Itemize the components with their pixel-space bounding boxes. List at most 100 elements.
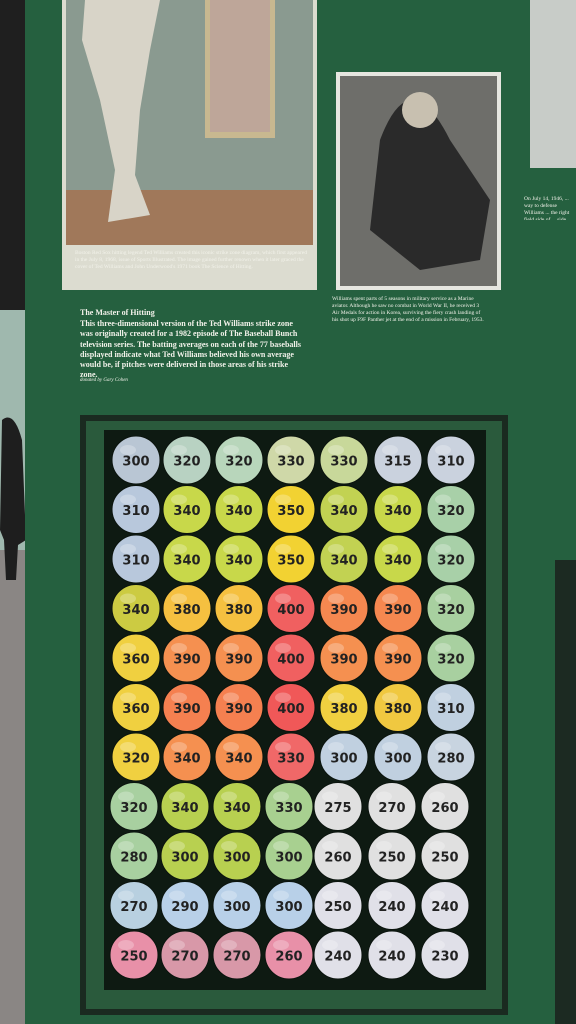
ball-shine <box>120 692 136 703</box>
ball-label: 400 <box>277 603 304 618</box>
ball-shine <box>120 544 136 554</box>
ball-shine <box>376 841 392 851</box>
baseball <box>426 633 476 683</box>
baseball <box>367 930 417 980</box>
ball-shine <box>118 940 134 950</box>
ball-label: 250 <box>378 851 405 866</box>
baseball <box>162 584 212 633</box>
ball-shine <box>435 544 451 554</box>
ball-label: 340 <box>330 504 357 519</box>
ball-shine <box>120 445 136 455</box>
ball-label: 340 <box>173 752 200 767</box>
baseball <box>109 881 159 930</box>
baseball <box>373 435 423 485</box>
ball-shine <box>275 544 291 554</box>
baseball <box>266 485 316 534</box>
ball-shine <box>275 445 291 455</box>
ball-label: 340 <box>384 504 411 519</box>
ball-shine <box>429 841 445 851</box>
baseball <box>111 633 161 683</box>
ball-shine <box>171 494 187 505</box>
ball-shine <box>275 593 291 604</box>
pilot-face <box>402 92 438 128</box>
baseball <box>266 534 316 584</box>
ball-shine <box>328 445 344 455</box>
baseball <box>266 683 316 732</box>
baseball <box>162 732 212 782</box>
infield-dirt <box>66 190 313 245</box>
ball-label: 330 <box>275 801 302 816</box>
ball-label: 390 <box>225 653 252 668</box>
ball-label: 280 <box>437 752 464 767</box>
ball-shine <box>120 494 136 505</box>
baseball <box>426 732 476 782</box>
baseball <box>266 633 316 683</box>
ball-shine <box>328 692 344 703</box>
ball-label: 270 <box>171 950 198 965</box>
ball-label: 380 <box>384 702 411 717</box>
batter <box>82 0 160 222</box>
ball-shine <box>223 742 239 752</box>
ball-shine <box>221 791 237 802</box>
ball-shine <box>435 593 451 604</box>
ball-shine <box>328 494 344 505</box>
baseball <box>373 633 423 683</box>
ball-label: 390 <box>173 653 200 668</box>
ball-label: 330 <box>330 455 357 470</box>
baseball <box>264 881 314 930</box>
baseball <box>319 534 369 584</box>
right-case-edge <box>555 560 576 1024</box>
ball-shine <box>429 791 445 802</box>
baseball <box>214 584 264 633</box>
ball-shine <box>435 494 451 505</box>
ball-label: 360 <box>122 653 149 668</box>
baseball <box>420 930 470 980</box>
ball-shine <box>171 742 187 752</box>
baseball <box>313 930 363 980</box>
ball-label: 380 <box>330 702 357 717</box>
ball-label: 340 <box>171 801 198 816</box>
baseball <box>426 683 476 732</box>
left-caption: Boston Red Sox hitting legend Ted Willia… <box>75 250 307 270</box>
ball-label: 300 <box>223 900 250 915</box>
panel-credit: donated by Gary Cohen <box>80 378 128 383</box>
ball-shine <box>169 890 185 901</box>
baseball <box>214 732 264 782</box>
ball-label: 270 <box>223 950 250 965</box>
ball-label: 320 <box>120 801 147 816</box>
ball-label: 330 <box>277 752 304 767</box>
baseball <box>214 633 264 683</box>
ball-label: 380 <box>225 603 252 618</box>
ball-label: 240 <box>378 950 405 965</box>
ball-shine <box>169 841 185 851</box>
ball-shine <box>429 940 445 950</box>
ball-shine <box>169 791 185 802</box>
ball-label: 400 <box>277 653 304 668</box>
baseball <box>426 435 476 485</box>
ball-shine <box>171 593 187 604</box>
baseball <box>111 584 161 633</box>
ball-shine <box>273 940 289 950</box>
baseball <box>162 633 212 683</box>
baseball <box>264 930 314 980</box>
baseball <box>266 584 316 633</box>
ball-label: 400 <box>277 702 304 717</box>
ball-shine <box>221 841 237 851</box>
ball-shine <box>223 445 239 455</box>
ball-label: 340 <box>330 554 357 569</box>
ball-shine <box>221 940 237 950</box>
ball-label: 320 <box>437 504 464 519</box>
baseball <box>367 831 417 881</box>
baseball <box>373 683 423 732</box>
ball-shine <box>275 742 291 752</box>
ball-label: 320 <box>225 455 252 470</box>
ball-label: 300 <box>122 455 149 470</box>
ball-shine <box>382 494 398 505</box>
baseball <box>313 782 363 831</box>
ball-shine <box>382 445 398 455</box>
baseball <box>214 534 264 584</box>
pilot <box>370 100 490 270</box>
ball-label: 260 <box>324 851 351 866</box>
baseball <box>109 782 159 831</box>
